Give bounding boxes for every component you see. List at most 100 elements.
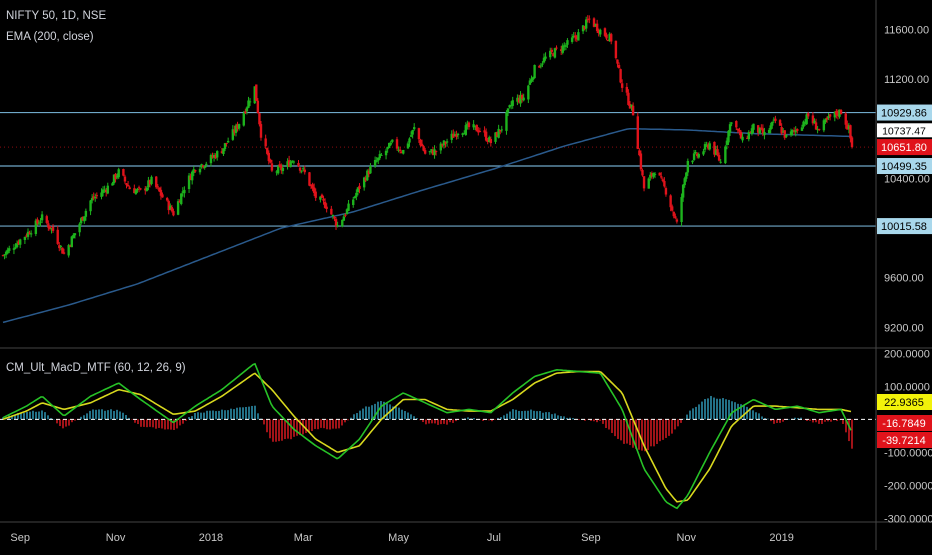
histogram-bar (530, 409, 532, 420)
candle-up (136, 188, 139, 191)
candle-up (453, 134, 457, 137)
candle-down (839, 110, 843, 115)
histogram-bar (380, 400, 382, 420)
candle-up (594, 24, 597, 26)
candle-up (380, 154, 383, 156)
histogram-bar (548, 412, 550, 420)
histogram-bar (758, 413, 760, 420)
candle-up (352, 199, 355, 206)
candle-down (258, 113, 261, 125)
candle-down (780, 127, 783, 134)
candle-up (741, 136, 744, 141)
osc-value-label: -16.7849 (882, 418, 925, 430)
candle-up (530, 79, 533, 82)
candle-down (333, 216, 336, 219)
candle-up (84, 210, 88, 217)
candle-down (619, 69, 622, 83)
candle-down (849, 125, 852, 139)
candle-down (398, 149, 402, 152)
histogram-bar (368, 406, 370, 420)
candle-down (422, 146, 425, 151)
candle-up (366, 170, 369, 181)
histogram-bar (230, 408, 232, 420)
candle-up (528, 80, 532, 85)
candle-down (670, 206, 674, 211)
histogram-bar (29, 411, 31, 420)
histogram-bar (584, 419, 586, 421)
candle-down (95, 195, 99, 197)
histogram-bar (689, 410, 691, 420)
histogram-bar (620, 419, 622, 441)
candle-up (522, 97, 525, 101)
candle-down (148, 180, 152, 185)
histogram-bar (215, 411, 217, 420)
time-tick-label: Jul (487, 532, 501, 544)
candle-down (256, 100, 260, 114)
candle-up (800, 127, 804, 131)
histogram-bar (770, 419, 772, 422)
histogram-bar (602, 419, 604, 424)
candle-up (248, 101, 252, 103)
histogram-bar (713, 397, 715, 420)
candle-up (276, 166, 280, 174)
histogram-bar (512, 409, 514, 420)
candle-down (499, 130, 502, 132)
histogram-bar (710, 395, 712, 420)
histogram-bar (347, 419, 349, 421)
candle-up (758, 127, 761, 134)
histogram-bar (182, 419, 184, 424)
histogram-bar (440, 419, 442, 425)
histogram-bar (224, 410, 226, 420)
time-tick-label: Sep (581, 532, 601, 544)
histogram-bar (146, 419, 148, 428)
candle-down (201, 165, 205, 168)
histogram-bar (164, 419, 166, 430)
histogram-bar (272, 419, 274, 442)
candle-down (669, 195, 672, 208)
histogram-bar (845, 419, 847, 433)
candle-down (606, 39, 610, 42)
histogram-bar (95, 409, 97, 420)
candle-up (212, 154, 216, 158)
candle-down (323, 201, 327, 208)
histogram-bar (212, 410, 214, 420)
osc-value-label: -39.7214 (882, 435, 925, 447)
histogram-bar (74, 419, 76, 421)
histogram-bar (398, 407, 400, 420)
candle-up (67, 245, 70, 256)
candle-up (347, 203, 350, 211)
candle-up (275, 171, 278, 173)
histogram-bar (422, 419, 424, 423)
histogram-bar (434, 419, 436, 424)
candle-down (344, 214, 347, 216)
candle-down (825, 117, 829, 120)
candle-up (822, 120, 826, 131)
candle-down (575, 36, 579, 40)
time-tick-label: Nov (676, 532, 696, 544)
histogram-bar (488, 419, 490, 421)
candle-down (170, 207, 174, 212)
candle-down (194, 170, 197, 172)
histogram-bar (764, 417, 766, 420)
candle-up (686, 160, 690, 173)
candle-down (717, 155, 721, 161)
histogram-bar (254, 405, 256, 420)
candle-up (150, 176, 153, 184)
candle-up (72, 234, 75, 239)
candle-down (419, 139, 422, 146)
candle-up (101, 189, 105, 193)
candle-up (433, 149, 436, 155)
candle-up (805, 114, 808, 125)
histogram-bar (302, 419, 304, 435)
candle-down (311, 184, 314, 189)
candle-down (559, 49, 563, 51)
candle-down (270, 163, 274, 171)
histogram-bar (428, 419, 430, 424)
candle-up (223, 143, 227, 149)
candle-up (90, 198, 94, 201)
histogram-bar (209, 410, 211, 420)
histogram-bar (779, 419, 781, 423)
candle-up (705, 144, 708, 146)
histogram-bar (644, 419, 646, 452)
